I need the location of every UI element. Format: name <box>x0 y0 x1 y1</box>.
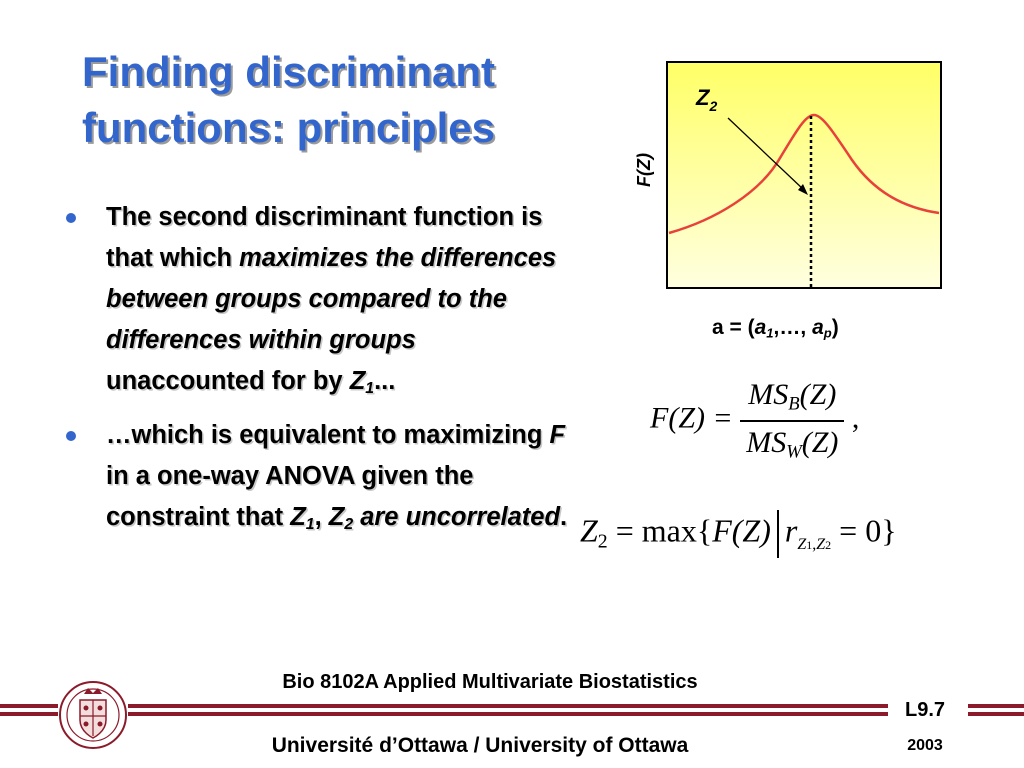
bullet-dot-icon <box>66 430 76 441</box>
den-ms-sub: W <box>786 441 802 463</box>
peak-arrow <box>727 117 805 191</box>
num-arg: (Z) <box>799 378 837 411</box>
plot-area <box>666 61 942 289</box>
formula-1-comma: , <box>851 401 860 435</box>
title-line-2: functions: principles <box>82 104 496 151</box>
lecture-number: L9.7 <box>904 699 946 721</box>
course-title: Bio 8102A Applied Multivariate Biostatis… <box>282 671 698 693</box>
year-label: 2003 <box>907 737 943 754</box>
bullet-item-1: The second discriminant function is that… <box>62 197 572 409</box>
footer-bar-left <box>0 704 58 708</box>
formula-2-r: r <box>784 512 798 549</box>
bullet-1-text-a: The second discriminant function is that… <box>106 203 543 272</box>
bullet-2-z1: Z <box>290 502 306 531</box>
formula-2-z: Z <box>580 512 598 549</box>
num-ms: MS <box>748 378 789 411</box>
footer-bar-middle <box>128 704 888 708</box>
num-ms-sub: B <box>788 393 800 415</box>
formula-2-r-sub-sep: , <box>812 536 817 554</box>
x-label-mid: ,…, <box>773 316 813 339</box>
bullet-2-z2-sub: 2 <box>344 515 354 533</box>
x-label-a1: a <box>754 316 767 339</box>
bullet-1-z: Z <box>349 367 366 395</box>
x-axis-label: a = (a1,…, ap) <box>712 316 839 340</box>
bullet-2-z2: Z <box>328 502 345 531</box>
formula-2-r-sub-2: 2 <box>825 538 832 553</box>
x-label-a1-sub: 1 <box>766 325 774 341</box>
footer-bar-right <box>968 704 1024 708</box>
bullet-1-emphasis: maximizes the differences between groups… <box>106 244 557 354</box>
bullet-item-2: …which is equivalent to maximizing F in … <box>62 415 572 545</box>
bullet-2-f: F <box>549 420 566 449</box>
bullet-list: The second discriminant function is that… <box>62 197 572 551</box>
bullet-2-text-b: in a one-way ANOVA given the constraint … <box>106 461 474 531</box>
university-crest-icon <box>59 681 127 749</box>
formula-z2-max: Z2 = max{F(Z) rZ1,Z2 = 0} <box>580 510 897 558</box>
formula-2-bar <box>776 510 779 558</box>
peak-label-z2: Z2 <box>695 85 717 114</box>
formula-2-max: max{ <box>641 512 713 549</box>
formula-2-r-sub-z: Z <box>797 536 807 554</box>
bullet-1-text-b: unaccounted for by <box>106 367 350 395</box>
footer-bar-middle-2 <box>128 712 888 716</box>
bullet-2-text-a: …which is equivalent to maximizing <box>106 420 550 449</box>
f-of-z-curve <box>668 113 940 235</box>
bullet-2-comma: , <box>314 502 329 531</box>
slide-title: Finding discriminant functions: principl… <box>82 44 602 156</box>
bullet-2-period: . <box>560 502 568 531</box>
arrow-head-icon <box>798 184 808 195</box>
den-ms: MS <box>746 425 787 459</box>
footer-bar-left-2 <box>0 712 58 716</box>
footer-bar-right-2 <box>968 712 1024 716</box>
y-axis-label: F(Z) <box>634 153 654 187</box>
formula-2-r-sub-1: 1 <box>806 538 813 553</box>
x-label-a: a = ( <box>712 316 755 339</box>
bullet-1-z-sub: 1 <box>365 379 375 397</box>
title-line-1: Finding discriminant <box>82 48 496 95</box>
f-of-z-plot: Z2 F(Z) <box>634 61 942 289</box>
formula-2-eq: = <box>615 512 634 549</box>
formula-1-lhs: F(Z) = <box>650 401 733 435</box>
formula-2-f: F(Z) <box>712 512 771 549</box>
x-label-ap-sub: p <box>823 325 832 341</box>
formula-1-numerator: MSB(Z) <box>740 378 845 422</box>
bullet-2-emphasis: are uncorrelated <box>353 502 561 531</box>
formula-2-eq-zero: = 0} <box>839 512 897 549</box>
x-label-ap: a <box>812 316 824 339</box>
university-name: Université d’Ottawa / University of Otta… <box>271 734 689 757</box>
formula-2-r-sub-z2: Z <box>816 536 826 554</box>
formula-1-fraction: MSB(Z) MSW(Z) <box>740 378 845 464</box>
bullet-dot-icon <box>66 213 76 223</box>
formula-f-ratio: F(Z) = MSB(Z) MSW(Z) , <box>650 378 859 463</box>
x-label-close: ) <box>831 316 839 339</box>
bullet-1-ellipsis: ... <box>374 367 396 395</box>
formula-1-denominator: MSW(Z) <box>740 422 844 464</box>
formula-2-z-sub: 2 <box>597 530 608 553</box>
den-arg: (Z) <box>801 425 839 459</box>
bullet-2-z1-sub: 1 <box>305 515 315 533</box>
